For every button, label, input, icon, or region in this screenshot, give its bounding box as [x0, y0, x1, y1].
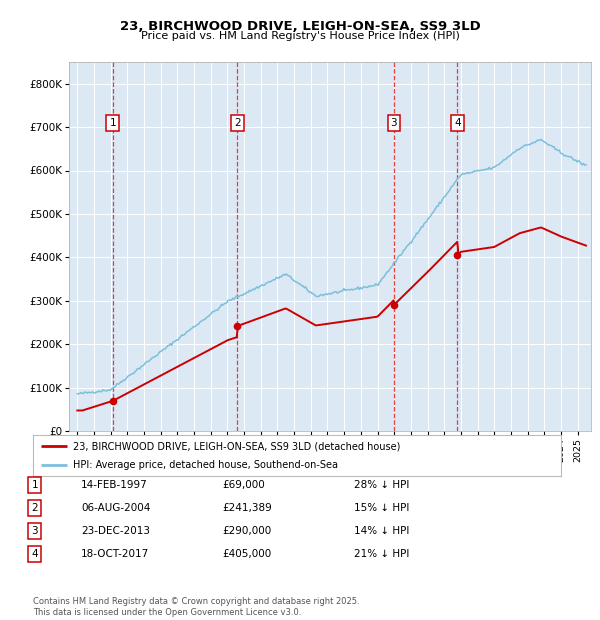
Text: 23-DEC-2013: 23-DEC-2013: [81, 526, 150, 536]
Text: 23, BIRCHWOOD DRIVE, LEIGH-ON-SEA, SS9 3LD (detached house): 23, BIRCHWOOD DRIVE, LEIGH-ON-SEA, SS9 3…: [73, 441, 400, 451]
Text: £241,389: £241,389: [222, 503, 272, 513]
Text: 1: 1: [31, 480, 38, 490]
Text: £290,000: £290,000: [222, 526, 271, 536]
Text: 4: 4: [31, 549, 38, 559]
Text: 23, BIRCHWOOD DRIVE, LEIGH-ON-SEA, SS9 3LD: 23, BIRCHWOOD DRIVE, LEIGH-ON-SEA, SS9 3…: [119, 20, 481, 33]
Text: 3: 3: [391, 118, 397, 128]
Text: 28% ↓ HPI: 28% ↓ HPI: [354, 480, 409, 490]
Text: 14-FEB-1997: 14-FEB-1997: [81, 480, 148, 490]
Text: £69,000: £69,000: [222, 480, 265, 490]
Text: 06-AUG-2004: 06-AUG-2004: [81, 503, 151, 513]
Text: 1: 1: [109, 118, 116, 128]
Text: 2: 2: [31, 503, 38, 513]
Text: Contains HM Land Registry data © Crown copyright and database right 2025.
This d: Contains HM Land Registry data © Crown c…: [33, 598, 359, 617]
Text: £405,000: £405,000: [222, 549, 271, 559]
Text: 14% ↓ HPI: 14% ↓ HPI: [354, 526, 409, 536]
Text: 21% ↓ HPI: 21% ↓ HPI: [354, 549, 409, 559]
Text: 4: 4: [454, 118, 461, 128]
Text: 3: 3: [31, 526, 38, 536]
Text: 2: 2: [234, 118, 241, 128]
Text: HPI: Average price, detached house, Southend-on-Sea: HPI: Average price, detached house, Sout…: [73, 461, 338, 471]
Text: 15% ↓ HPI: 15% ↓ HPI: [354, 503, 409, 513]
Text: 18-OCT-2017: 18-OCT-2017: [81, 549, 149, 559]
Text: Price paid vs. HM Land Registry's House Price Index (HPI): Price paid vs. HM Land Registry's House …: [140, 31, 460, 41]
